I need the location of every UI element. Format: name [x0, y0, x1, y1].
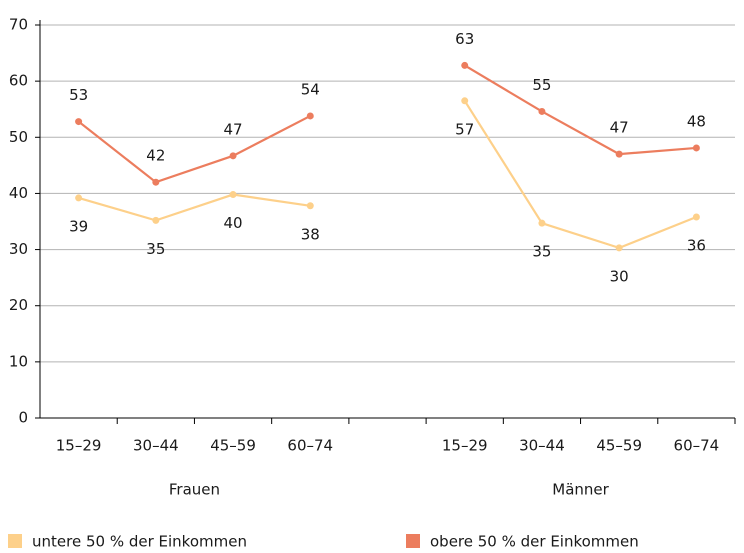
x-tick-label: 60–74 [287, 437, 333, 455]
data-label: 42 [146, 147, 165, 165]
data-point [692, 213, 700, 221]
x-tick-label: 15–29 [442, 437, 488, 455]
y-tick-label: 40 [9, 184, 28, 202]
data-point [461, 97, 469, 105]
y-tick-label: 50 [9, 128, 28, 146]
data-point [229, 191, 237, 199]
data-label: 47 [224, 120, 243, 138]
data-label: 54 [301, 80, 320, 98]
data-label: 55 [532, 76, 551, 94]
x-tick-label: 60–74 [674, 437, 720, 455]
data-point [306, 202, 314, 210]
legend-swatch [8, 534, 22, 548]
data-point [75, 118, 83, 126]
data-label: 36 [687, 237, 706, 255]
legend-label: untere 50 % der Einkommen [32, 533, 247, 550]
data-label: 63 [455, 30, 474, 48]
y-tick-label: 60 [9, 72, 28, 90]
x-tick-label: 45–59 [210, 437, 256, 455]
group-label: Männer [552, 481, 609, 499]
legend-label: obere 50 % der Einkommen [430, 533, 639, 550]
group-label: Frauen [169, 481, 220, 499]
data-point [152, 178, 160, 186]
data-point [615, 244, 623, 252]
y-tick-label: 0 [18, 409, 28, 427]
data-label: 47 [610, 119, 629, 137]
y-tick-label: 10 [9, 352, 28, 370]
data-label: 30 [610, 267, 629, 285]
data-point [306, 112, 314, 120]
y-tick-label: 30 [9, 240, 28, 258]
x-tick-label: 15–29 [56, 437, 102, 455]
data-label: 40 [224, 214, 243, 232]
data-label: 35 [146, 240, 165, 258]
series-line [78, 100, 697, 250]
data-point [538, 107, 546, 115]
x-tick-label: 45–59 [596, 437, 642, 455]
data-label: 48 [687, 112, 706, 130]
data-label: 35 [532, 243, 551, 261]
x-tick-label: 30–44 [133, 437, 179, 455]
data-point [615, 150, 623, 158]
data-point [692, 144, 700, 152]
legend-swatch [406, 534, 420, 548]
data-point [152, 216, 160, 224]
data-label: 57 [455, 120, 474, 138]
data-label: 39 [69, 217, 88, 235]
data-point [229, 152, 237, 160]
data-point [75, 194, 83, 202]
x-tick-label: 30–44 [519, 437, 565, 455]
series-line [77, 64, 697, 184]
data-point [538, 219, 546, 227]
data-label: 53 [69, 86, 88, 104]
y-tick-label: 20 [9, 296, 28, 314]
data-point [461, 61, 469, 69]
data-label: 38 [301, 225, 320, 243]
y-tick-label: 70 [9, 16, 28, 34]
